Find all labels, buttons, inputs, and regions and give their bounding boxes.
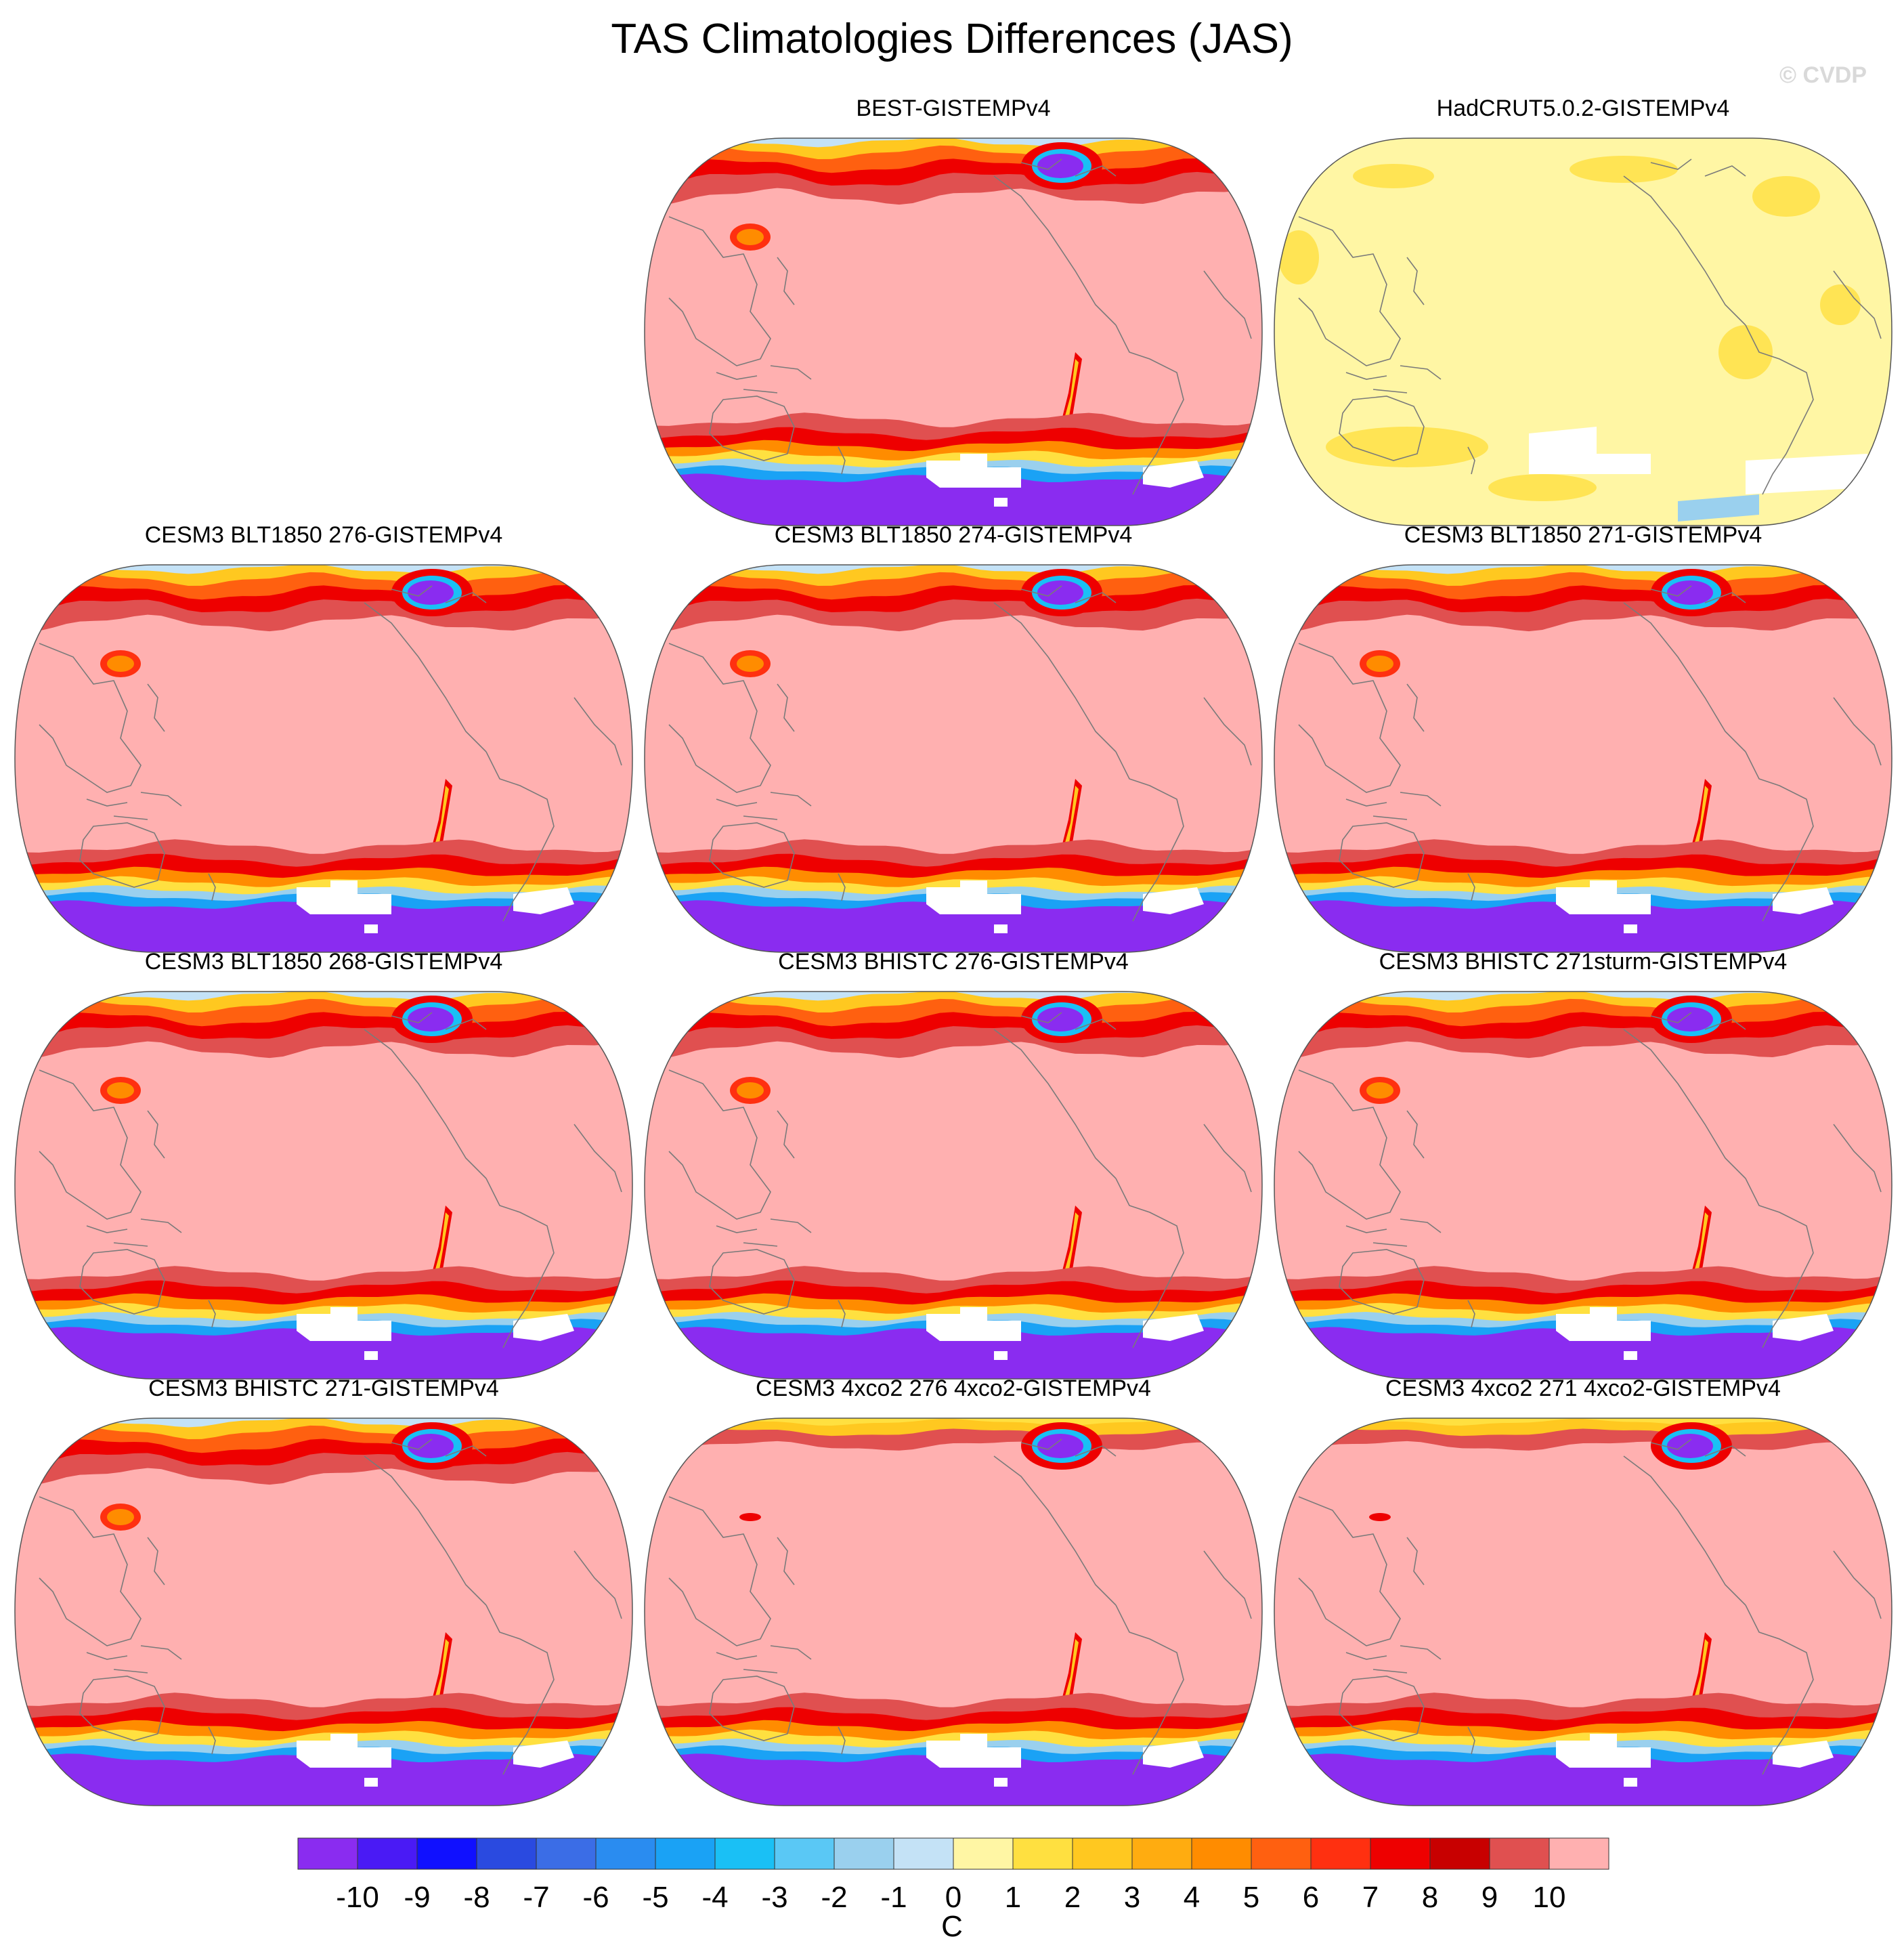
colorbar-swatch xyxy=(476,1837,537,1870)
panel-title: CESM3 4xco2 271 4xco2-GISTEMPv4 xyxy=(1385,1376,1781,1401)
panel-title: CESM3 BLT1850 271-GISTEMPv4 xyxy=(1404,522,1762,548)
colorbar-tick-label: 9 xyxy=(1481,1881,1498,1914)
map-panel xyxy=(14,991,633,1380)
colorbar-tick-label: 2 xyxy=(1064,1881,1081,1914)
watermark: © CVDP xyxy=(1779,62,1867,88)
colorbar-swatch xyxy=(595,1837,656,1870)
colorbar-tick-label: -4 xyxy=(701,1881,728,1914)
colorbar-swatch xyxy=(357,1837,418,1870)
colorbar-swatch xyxy=(893,1837,954,1870)
colorbar-tick-label: -1 xyxy=(880,1881,907,1914)
colorbar-tick-label: 1 xyxy=(1005,1881,1021,1914)
colorbar-swatch xyxy=(834,1837,894,1870)
colorbar-unit-label: C xyxy=(941,1910,963,1943)
colorbar-tick-label: 4 xyxy=(1184,1881,1200,1914)
chart-title: TAS Climatologies Differences (JAS) xyxy=(611,16,1293,62)
colorbar-swatch xyxy=(655,1837,716,1870)
colorbar-swatch xyxy=(714,1837,775,1870)
map-panel xyxy=(1274,991,1892,1380)
map-panel xyxy=(1274,137,1892,526)
colorbar-tick-label: -2 xyxy=(821,1881,847,1914)
colorbar-swatch xyxy=(536,1837,597,1870)
map-panel xyxy=(14,564,633,953)
colorbar-swatch xyxy=(1251,1837,1312,1870)
panel-title: CESM3 4xco2 276 4xco2-GISTEMPv4 xyxy=(756,1376,1151,1401)
colorbar-tick-label: 5 xyxy=(1243,1881,1259,1914)
colorbar-tick-label: 7 xyxy=(1362,1881,1379,1914)
colorbar-tick-label: -8 xyxy=(463,1881,490,1914)
colorbar-tick-label: -10 xyxy=(336,1881,379,1914)
panel-title: CESM3 BHISTC 271-GISTEMPv4 xyxy=(148,1376,499,1401)
colorbar-swatch xyxy=(774,1837,835,1870)
colorbar-swatch xyxy=(1429,1837,1490,1870)
map-panel xyxy=(644,1418,1263,1806)
colorbar-tick-label: 6 xyxy=(1303,1881,1319,1914)
colorbar-tick-label: 10 xyxy=(1533,1881,1566,1914)
colorbar-swatch xyxy=(1012,1837,1073,1870)
colorbar-swatch xyxy=(1191,1837,1252,1870)
colorbar-tick-label: -6 xyxy=(582,1881,609,1914)
colorbar-tick-label: -7 xyxy=(523,1881,549,1914)
colorbar-swatch xyxy=(953,1837,1014,1870)
colorbar-swatch xyxy=(1370,1837,1431,1870)
colorbar-swatch xyxy=(1310,1837,1371,1870)
panel-title: CESM3 BLT1850 274-GISTEMPv4 xyxy=(774,522,1133,548)
colorbar-swatch xyxy=(416,1837,477,1870)
panel-title: BEST-GISTEMPv4 xyxy=(856,95,1051,121)
colorbar-tick-label: 0 xyxy=(945,1881,961,1914)
colorbar-swatch xyxy=(297,1837,358,1870)
colorbar-swatch xyxy=(1549,1837,1609,1870)
colorbar-tick-label: -9 xyxy=(404,1881,430,1914)
map-panel xyxy=(644,991,1263,1380)
colorbar-tick-label: -5 xyxy=(642,1881,668,1914)
panel-title: CESM3 BHISTC 271sturm-GISTEMPv4 xyxy=(1379,949,1788,975)
map-panel xyxy=(644,564,1263,953)
map-panel xyxy=(1274,1418,1892,1806)
panel-title: CESM3 BLT1850 268-GISTEMPv4 xyxy=(144,949,503,975)
map-panel xyxy=(1274,564,1892,953)
colorbar-tick-label: -3 xyxy=(761,1881,787,1914)
colorbar-swatch xyxy=(1489,1837,1550,1870)
map-panel xyxy=(14,1418,633,1806)
colorbar-swatch xyxy=(1131,1837,1192,1870)
panel-title: CESM3 BLT1850 276-GISTEMPv4 xyxy=(144,522,503,548)
map-panel xyxy=(644,137,1263,526)
colorbar-tick-label: 3 xyxy=(1124,1881,1140,1914)
panel-title: CESM3 BHISTC 276-GISTEMPv4 xyxy=(778,949,1129,975)
colorbar-tick-label: 8 xyxy=(1422,1881,1438,1914)
colorbar-swatch xyxy=(1072,1837,1133,1870)
panel-title: HadCRUT5.0.2-GISTEMPv4 xyxy=(1436,95,1730,121)
